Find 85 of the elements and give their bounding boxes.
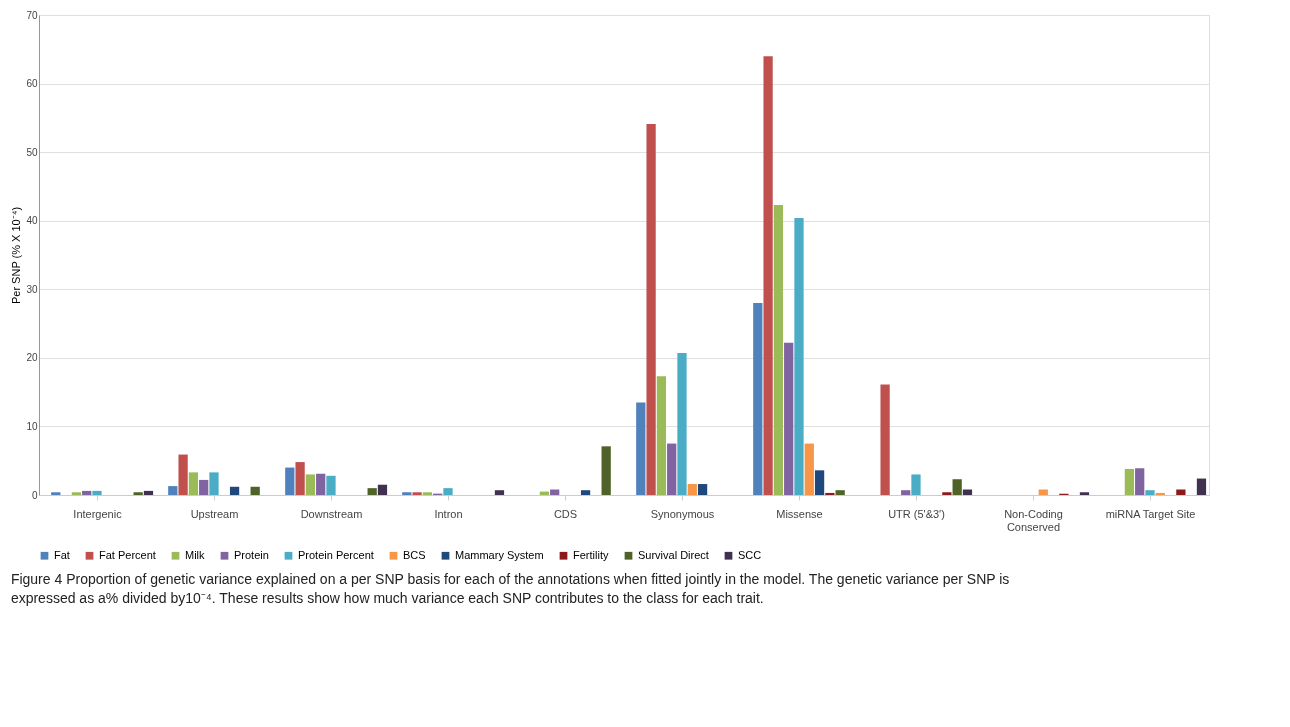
bar: [804, 443, 814, 495]
legend-label: Fat Percent: [99, 548, 156, 561]
bar: [316, 473, 326, 495]
bar: [601, 446, 611, 495]
bar: [636, 402, 646, 495]
x-tick-label: Synonymous: [650, 507, 715, 520]
bar: [168, 486, 178, 495]
bar: [178, 454, 188, 495]
bar: [229, 486, 240, 495]
bar: [402, 492, 412, 495]
legend-label: Protein Percent: [298, 548, 374, 561]
bar: [656, 376, 667, 495]
bar: [1196, 478, 1207, 495]
legend-label: Mammary System: [455, 548, 544, 561]
bar: [295, 462, 305, 495]
x-tick-label: Missense: [776, 507, 823, 520]
bar: [911, 474, 921, 495]
legend-label: SCC: [738, 548, 762, 561]
bar: [1124, 468, 1135, 495]
x-tick-label: UTR (5'&3'): [888, 507, 945, 520]
bar: [697, 484, 708, 495]
bar: [773, 204, 784, 495]
legend-label: Milk: [185, 548, 206, 561]
bar: [92, 490, 102, 495]
bar: [677, 353, 687, 495]
bar: [952, 479, 962, 495]
bar: [901, 490, 911, 495]
bar: [1135, 468, 1145, 495]
bar: [377, 484, 388, 495]
bar: [285, 467, 295, 495]
y-tick-label: 10: [26, 420, 38, 432]
bar: [784, 342, 794, 495]
bar: [412, 492, 422, 495]
x-tick-label: miRNA Target Site: [1105, 507, 1196, 520]
x-tick-label: Downstream: [300, 507, 363, 520]
x-tick-label: CDS: [553, 507, 578, 520]
bar: [82, 490, 92, 495]
bar: [143, 490, 154, 495]
bar: [250, 486, 260, 495]
bar: [835, 490, 845, 495]
bar: [305, 474, 316, 495]
bar: [825, 492, 835, 495]
legend-label: Survival Direct: [638, 548, 709, 561]
bar: [763, 56, 773, 495]
bar: [326, 475, 336, 495]
bar: [367, 488, 377, 495]
y-tick-label: 50: [26, 146, 38, 158]
bar: [199, 479, 209, 495]
bar: [494, 490, 505, 495]
bar: [443, 488, 453, 495]
x-tick-label: Non-Coding Conserved: [1004, 507, 1063, 533]
bar: [580, 490, 591, 495]
bar: [133, 492, 143, 495]
bar: [814, 470, 825, 495]
y-tick-label: 40: [26, 215, 38, 227]
bar: [880, 384, 890, 495]
bar: [209, 472, 219, 495]
bar: [71, 492, 82, 495]
bar: [753, 303, 763, 495]
x-tick-label: Upstream: [190, 507, 239, 520]
bar: [667, 443, 677, 495]
bar: [1145, 490, 1155, 495]
y-tick-label: 30: [26, 283, 38, 295]
legend-label: Protein: [234, 548, 269, 561]
y-tick-label: 0: [31, 489, 38, 501]
bar: [188, 472, 199, 495]
bar: [1176, 489, 1186, 495]
bar: [687, 484, 697, 495]
bar: [942, 492, 952, 495]
bar: [646, 124, 656, 495]
y-tick-label: 70: [26, 9, 38, 21]
legend-label: Fat: [54, 548, 70, 561]
x-tick-label: Intron: [434, 507, 463, 520]
x-tick-label: Intergenic: [73, 507, 123, 520]
bar: [51, 492, 61, 495]
bar: [422, 492, 433, 495]
bar: [794, 217, 804, 495]
caption: Figure 4 Proportion of genetic variance explained on a per SNP basis for each of the annotations when fitted jointly in the model. The genetic variance per SNP is expressed as a% divided by10⁻⁴. These results show how much variance each SNP contributes to the class for each trait.: [10, 571, 1010, 606]
legend-label: BCS: [403, 548, 426, 561]
bar: [1155, 492, 1165, 495]
legend-label: Fertility: [573, 548, 609, 561]
y-axis-title: Per SNP (% X 10⁻⁴): [10, 206, 23, 305]
y-tick-label: 20: [26, 352, 38, 364]
bar: [1079, 492, 1090, 495]
y-tick-label: 60: [26, 78, 38, 90]
